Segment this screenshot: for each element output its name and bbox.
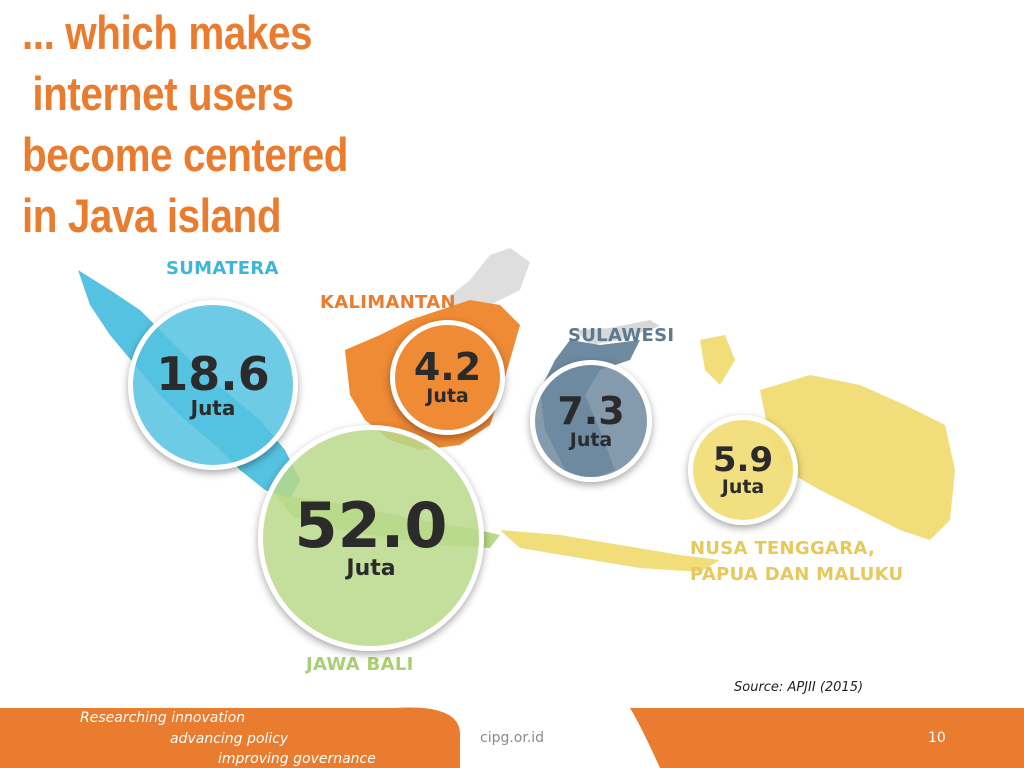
tagline-line-2: advancing policy: [170, 731, 289, 747]
tagline-line-1: Researching innovation: [80, 710, 246, 726]
map-papua: [760, 375, 955, 540]
label-sumatera: SUMATERA: [166, 258, 279, 279]
label-kalimantan: KALIMANTAN: [320, 292, 456, 313]
bubble-jawa-bali: 52.0 Juta: [258, 425, 484, 651]
tagline-line-3: improving governance: [218, 751, 376, 767]
value-jawa-bali: 52.0: [294, 488, 448, 562]
unit-sulawesi: Juta: [569, 428, 613, 451]
bubble-kalimantan: 4.2 Juta: [390, 320, 505, 435]
title-line-4: in Java island: [22, 189, 282, 242]
unit-sumatera: Juta: [190, 396, 236, 420]
label-nusa-line1: NUSA TENGGARA,: [690, 538, 876, 559]
footer-band: [0, 707, 1024, 768]
map-borneo-north-grey: [445, 248, 530, 315]
map-maluku: [700, 335, 735, 385]
unit-kalimantan: Juta: [426, 385, 469, 408]
value-sumatera: 18.6: [156, 347, 270, 401]
site-url: cipg.or.id: [480, 730, 545, 746]
slide-title: ... which makes internet users become ce…: [22, 2, 348, 246]
value-nusa: 5.9: [712, 439, 774, 480]
value-kalimantan: 4.2: [413, 345, 482, 390]
page-number: 10: [928, 730, 946, 746]
title-line-1: ... which makes: [22, 6, 313, 59]
footer: Researching innovation advancing policy …: [0, 704, 1024, 768]
title-line-2: internet users: [32, 67, 294, 120]
title-line-3: become centered: [22, 128, 349, 181]
label-jawa-bali: JAWA BALI: [306, 654, 414, 675]
label-nusa-line2: PAPUA DAN MALUKU: [690, 564, 904, 585]
source-note: Source: APJII (2015): [734, 680, 864, 695]
map-nusa-tenggara: [500, 530, 720, 572]
unit-nusa: Juta: [721, 475, 765, 498]
bubble-sumatera: 18.6 Juta: [128, 300, 298, 470]
unit-jawa-bali: Juta: [346, 555, 396, 581]
bubble-nusa: 5.9 Juta: [688, 415, 798, 525]
value-sulawesi: 7.3: [557, 388, 625, 433]
map-sulawesi-north-grey: [575, 320, 660, 345]
label-sulawesi: SULAWESI: [568, 325, 675, 346]
bubble-sulawesi: 7.3 Juta: [530, 360, 652, 482]
